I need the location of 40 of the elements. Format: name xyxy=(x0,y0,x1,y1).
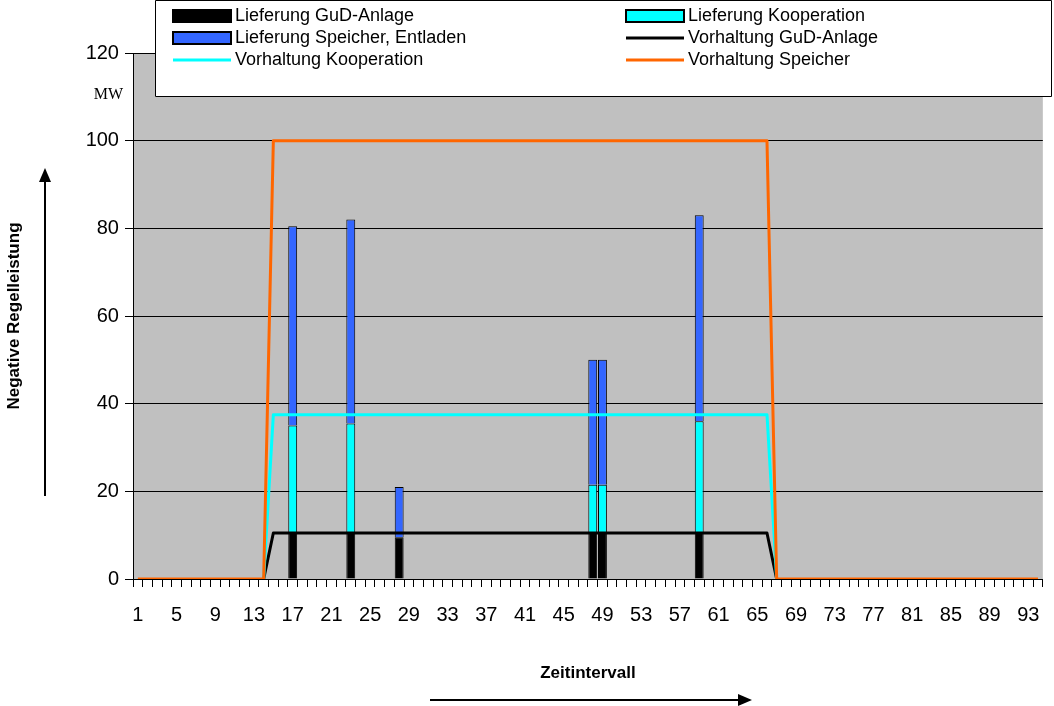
x-tick-label: 37 xyxy=(475,602,498,625)
legend-label: Vorhaltung GuD-Anlage xyxy=(688,26,879,47)
x-tick-label: 73 xyxy=(823,602,846,625)
legend-label: Lieferung Speicher, Entladen xyxy=(235,26,467,47)
x-tick-label: 25 xyxy=(359,602,382,625)
y-tick-label: 100 xyxy=(85,128,119,151)
x-tick-label: 57 xyxy=(668,602,691,625)
y-axis-title: Negative Regelleistung xyxy=(3,222,23,410)
x-tick-label: 13 xyxy=(242,602,266,625)
text: MW xyxy=(93,85,124,103)
x-axis-title: Zeitintervall xyxy=(540,663,636,683)
legend-label: Lieferung Kooperation xyxy=(688,4,866,25)
x-tick-label: 93 xyxy=(1017,602,1040,625)
x-tick-label: 21 xyxy=(320,602,343,625)
x-tick-label: 33 xyxy=(436,602,459,625)
legend-label: Vorhaltung Speicher xyxy=(688,48,851,69)
x-tick-label: 53 xyxy=(630,602,653,625)
x-tick-label: 65 xyxy=(746,602,769,625)
y-tick-label: 0 xyxy=(107,566,119,589)
x-tick-label: 9 xyxy=(209,602,221,625)
x-tick-label: 49 xyxy=(591,602,614,625)
y-tick-label: 80 xyxy=(96,215,119,238)
x-tick-label: 45 xyxy=(552,602,575,625)
x-tick-label: 61 xyxy=(707,602,730,625)
x-tick-label: 29 xyxy=(397,602,420,625)
x-tick-label: 85 xyxy=(939,602,963,625)
x-tick-label: 81 xyxy=(901,602,924,625)
x-tick-label: 1 xyxy=(132,602,144,625)
x-tick-label: 69 xyxy=(784,602,808,625)
x-tick-label: 89 xyxy=(978,602,1001,625)
y-tick-label: 120 xyxy=(85,40,119,63)
x-tick-label: 5 xyxy=(170,602,183,625)
y-tick-label: 60 xyxy=(96,303,119,326)
legend-label: Vorhaltung Kooperation xyxy=(235,48,424,69)
x-tick-label: 41 xyxy=(513,602,537,625)
x-tick-label: 17 xyxy=(281,602,304,625)
legend-label: Lieferung GuD-Anlage xyxy=(235,4,415,25)
y-tick-label: 20 xyxy=(96,478,119,501)
x-tick-label: 77 xyxy=(862,602,885,625)
y-tick-label: 40 xyxy=(96,391,119,414)
